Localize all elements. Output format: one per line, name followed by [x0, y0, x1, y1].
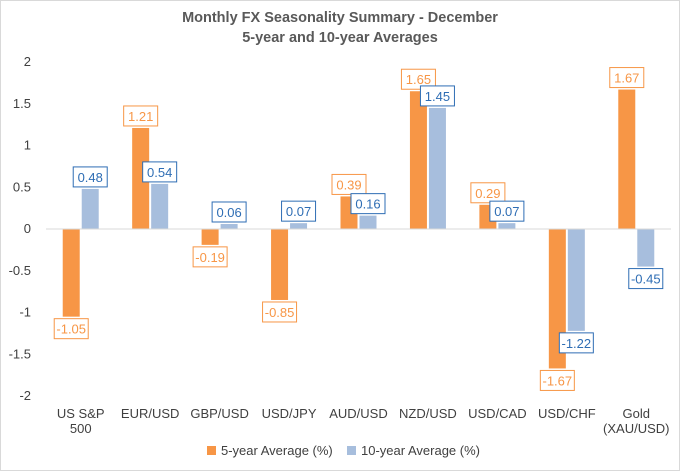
data-label: -1.67	[543, 373, 573, 388]
data-label-box	[142, 161, 178, 183]
data-label: 0.29	[475, 186, 500, 201]
data-label-box	[192, 246, 228, 268]
data-label-box	[262, 301, 298, 323]
data-label: 0.16	[355, 197, 380, 212]
y-tick-label: -1.5	[9, 346, 31, 361]
x-tick-label: USD/JPY	[262, 406, 317, 421]
x-tick-label: GBP/USD	[190, 406, 249, 421]
data-label: -0.85	[265, 305, 295, 320]
bar	[271, 229, 289, 300]
y-tick-label: 1.5	[13, 96, 31, 111]
legend-label: 10-year Average (%)	[361, 443, 480, 458]
chart-title: Monthly FX Seasonality Summary - Decembe…	[182, 10, 498, 26]
bar	[618, 89, 636, 230]
bar	[62, 229, 80, 317]
x-tick-label: USD/CAD	[468, 406, 527, 421]
y-tick-label: 0.5	[13, 179, 31, 194]
data-label-box	[350, 193, 386, 215]
bar	[151, 183, 169, 229]
bar	[498, 223, 516, 229]
y-tick-label: 1	[24, 138, 31, 153]
bar	[290, 223, 308, 229]
data-label: 0.48	[78, 170, 103, 185]
data-label: 0.54	[147, 165, 172, 180]
chart-subtitle: 5-year and 10-year Averages	[242, 30, 438, 46]
bar	[220, 223, 238, 229]
data-label-box	[489, 200, 525, 222]
data-label: 1.67	[614, 71, 639, 86]
y-tick-label: 2	[24, 54, 31, 69]
x-tick-label: AUD/USD	[329, 406, 388, 421]
bar	[428, 107, 446, 229]
data-label: 1.21	[128, 109, 153, 124]
y-tick-label: 0	[24, 221, 31, 236]
legend-label: 5-year Average (%)	[221, 443, 333, 458]
bar	[132, 127, 150, 229]
data-label-box	[419, 85, 455, 107]
bar	[359, 215, 377, 229]
legend-swatch	[207, 446, 216, 455]
bar	[637, 229, 655, 267]
bar	[201, 229, 219, 245]
data-label-box	[470, 182, 506, 204]
data-label: 0.39	[336, 177, 361, 192]
data-label: 0.06	[216, 205, 241, 220]
y-tick-label: -2	[19, 388, 31, 403]
data-label-box	[211, 201, 247, 223]
data-label: -0.45	[631, 272, 661, 287]
data-label: 1.65	[406, 72, 431, 87]
x-tick-label: EUR/USD	[121, 406, 180, 421]
data-label: 0.07	[494, 204, 519, 219]
bar	[81, 188, 99, 229]
x-tick-label: US S&P 500	[57, 406, 105, 436]
data-label-box	[628, 268, 664, 290]
y-tick-label: -1	[19, 305, 31, 320]
x-tick-label: USD/CHF	[538, 406, 596, 421]
data-label-box	[72, 166, 108, 188]
data-label-box	[400, 68, 436, 90]
data-label: -1.22	[562, 336, 592, 351]
data-label: -1.05	[56, 322, 86, 337]
bar	[409, 91, 427, 229]
x-tick-label: Gold (XAU/USD)	[603, 406, 669, 436]
data-label: -0.19	[195, 250, 225, 265]
data-label: 0.07	[286, 204, 311, 219]
data-label-box	[331, 173, 367, 195]
legend-swatch	[347, 446, 356, 455]
data-label-box	[123, 105, 159, 127]
data-label-box	[609, 67, 645, 89]
x-tick-label: NZD/USD	[399, 406, 457, 421]
data-label-box	[281, 200, 317, 222]
bar	[567, 229, 585, 331]
data-label: 1.45	[425, 89, 450, 104]
y-tick-label: -0.5	[9, 263, 31, 278]
data-label-box	[539, 369, 575, 391]
data-label-box	[53, 318, 89, 340]
data-label-box	[558, 332, 594, 354]
